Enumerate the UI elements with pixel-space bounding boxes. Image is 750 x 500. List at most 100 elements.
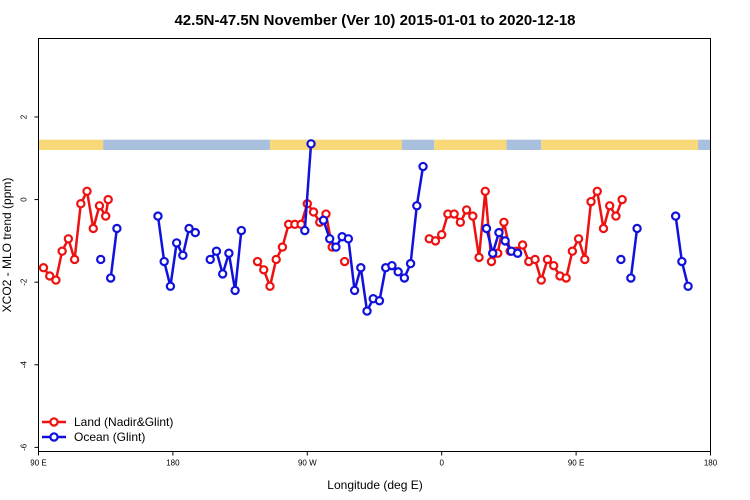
data-point-ocean xyxy=(670,211,681,221)
y-tick-label: -2 xyxy=(20,278,29,286)
land-ocean-mask-band xyxy=(38,139,711,151)
data-point-ocean xyxy=(236,225,247,236)
data-point-ocean xyxy=(399,273,410,283)
data-point-ocean xyxy=(184,223,194,234)
data-point-ocean xyxy=(217,269,228,279)
y-axis-label: XCO2 - MLO trend (ppm) xyxy=(0,178,14,313)
data-point-land xyxy=(265,281,275,291)
data-point-land xyxy=(617,194,627,205)
x-tick-label: 90 W xyxy=(298,459,317,468)
data-point-ocean xyxy=(500,236,510,246)
data-point-land xyxy=(592,186,602,197)
data-point-land xyxy=(586,196,596,207)
x-tick-label: 180 xyxy=(166,459,180,468)
data-point-land xyxy=(259,265,269,275)
data-point-land xyxy=(474,252,484,263)
data-point-land xyxy=(63,234,74,244)
mask-segment-ocean xyxy=(698,139,711,151)
mask-segment-land xyxy=(434,139,507,151)
x-tick-label: 90 E xyxy=(568,459,584,468)
series-ocean xyxy=(96,139,693,316)
series-layer xyxy=(38,139,693,316)
data-point-land xyxy=(69,254,80,265)
data-point-ocean xyxy=(626,273,636,283)
data-point-ocean xyxy=(349,285,360,296)
legend: Land (Nadir&Glint) Ocean (Glint) xyxy=(42,415,173,444)
x-axis-label: Longitude (deg E) xyxy=(327,478,422,492)
data-point-ocean xyxy=(153,211,163,221)
data-point-land xyxy=(567,246,578,256)
data-point-ocean xyxy=(343,234,354,244)
data-point-land xyxy=(536,275,546,285)
y-tick-label: -6 xyxy=(20,443,29,451)
data-point-land xyxy=(252,256,263,267)
data-point-ocean xyxy=(165,281,176,291)
y-tick-label: 2 xyxy=(20,114,29,119)
data-point-ocean xyxy=(205,254,215,265)
plot-frame xyxy=(38,38,711,452)
data-point-ocean xyxy=(306,139,316,149)
data-point-ocean xyxy=(677,256,687,267)
data-point-land xyxy=(598,223,609,234)
data-point-ocean xyxy=(325,234,335,244)
chart-title: 42.5N-47.5N November (Ver 10) 2015-01-01… xyxy=(174,12,575,29)
data-point-ocean xyxy=(171,238,182,248)
data-point-land xyxy=(549,260,559,271)
data-point-land xyxy=(277,242,288,252)
data-point-ocean xyxy=(300,225,310,236)
data-point-land xyxy=(542,254,553,265)
x-tick-label: 90 E xyxy=(30,459,46,468)
legend-ocean-marker xyxy=(49,432,59,442)
data-point-ocean xyxy=(418,161,428,172)
series-line-ocean xyxy=(303,143,313,231)
axes: 90 E 180 90 W 0 90 E 180 -6 -4 -2 0 2 xyxy=(20,114,718,467)
data-point-land xyxy=(103,194,113,205)
x-tick-label: 0 xyxy=(439,459,444,468)
x-tick-label: 180 xyxy=(704,459,718,468)
data-point-land xyxy=(88,223,98,234)
data-point-ocean xyxy=(190,227,200,238)
data-point-ocean xyxy=(318,215,329,225)
legend-ocean-label: Ocean (Glint) xyxy=(74,430,145,444)
data-point-land xyxy=(430,236,441,246)
data-point-ocean xyxy=(412,201,422,211)
data-point-land xyxy=(530,254,540,265)
data-point-land xyxy=(580,254,590,265)
data-point-ocean xyxy=(356,263,366,273)
data-point-land xyxy=(480,186,490,197)
data-point-land xyxy=(449,209,459,219)
data-point-land xyxy=(51,275,61,285)
data-point-land xyxy=(605,201,615,211)
data-point-ocean xyxy=(512,248,523,258)
data-point-land xyxy=(100,211,111,221)
mask-segment-ocean xyxy=(401,139,435,151)
data-point-land xyxy=(468,211,478,221)
legend-land-marker xyxy=(49,417,59,427)
data-point-ocean xyxy=(224,248,234,258)
mask-segment-ocean xyxy=(506,139,542,151)
data-point-land xyxy=(499,217,509,227)
data-point-land xyxy=(517,240,528,250)
legend-land-label: Land (Nadir&Glint) xyxy=(74,415,173,429)
data-point-land xyxy=(76,198,86,209)
data-point-ocean xyxy=(405,258,416,269)
data-point-land xyxy=(573,234,584,244)
mask-segment-land xyxy=(38,139,104,151)
data-point-ocean xyxy=(481,223,492,234)
series-line-ocean xyxy=(629,228,639,279)
data-point-ocean xyxy=(331,242,341,252)
data-point-land xyxy=(461,205,472,215)
data-point-land xyxy=(308,207,319,217)
data-point-ocean xyxy=(362,306,372,316)
data-point-land xyxy=(271,254,281,265)
data-point-ocean xyxy=(159,256,169,267)
data-point-land xyxy=(82,186,92,197)
data-point-ocean xyxy=(112,223,122,234)
data-point-ocean xyxy=(230,285,240,296)
data-point-land xyxy=(339,256,350,267)
data-point-land xyxy=(437,229,447,240)
data-point-ocean xyxy=(632,223,642,234)
data-point-ocean xyxy=(178,250,188,261)
data-point-ocean xyxy=(683,281,693,291)
